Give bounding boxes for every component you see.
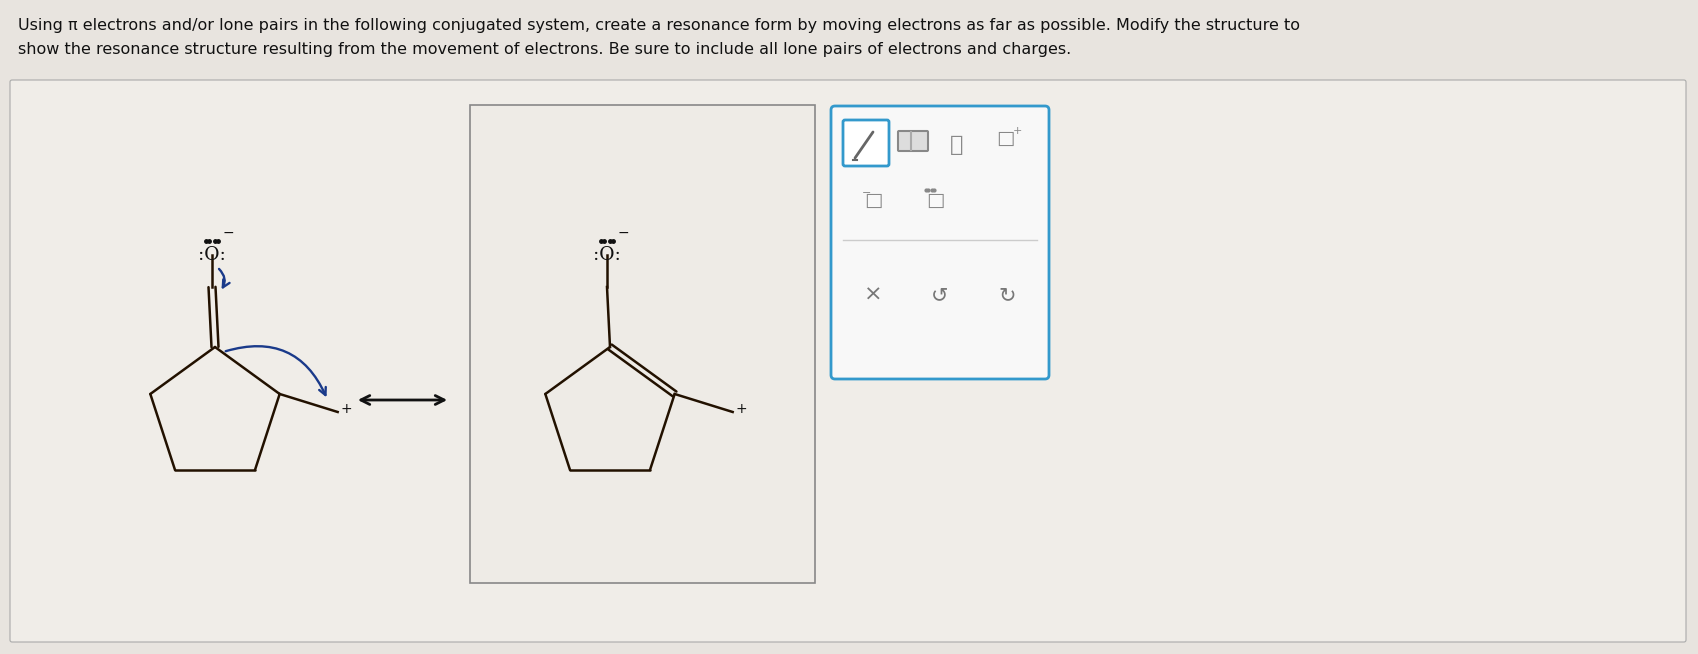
- FancyBboxPatch shape: [842, 120, 888, 166]
- Text: ×: ×: [863, 285, 881, 305]
- Text: ↻: ↻: [998, 285, 1015, 305]
- Text: □: □: [925, 190, 944, 209]
- FancyBboxPatch shape: [470, 105, 815, 583]
- FancyBboxPatch shape: [10, 80, 1684, 642]
- Text: □: □: [863, 190, 881, 209]
- Text: show the resonance structure resulting from the movement of electrons. Be sure t: show the resonance structure resulting f…: [19, 42, 1071, 57]
- Text: Using π electrons and/or lone pairs in the following conjugated system, create a: Using π electrons and/or lone pairs in t…: [19, 18, 1299, 33]
- Text: :O:: :O:: [593, 246, 620, 264]
- Text: ✋: ✋: [949, 135, 963, 155]
- Text: ↺: ↺: [931, 285, 947, 305]
- Text: :O:: :O:: [199, 246, 226, 264]
- Text: +: +: [341, 402, 351, 416]
- FancyBboxPatch shape: [898, 131, 927, 151]
- Text: −: −: [863, 188, 871, 198]
- Text: +: +: [735, 402, 747, 416]
- FancyArrowPatch shape: [226, 346, 326, 395]
- Text: +: +: [1012, 126, 1020, 136]
- Text: □: □: [995, 128, 1014, 148]
- Text: −: −: [616, 226, 628, 240]
- FancyBboxPatch shape: [830, 106, 1048, 379]
- FancyArrowPatch shape: [219, 269, 229, 287]
- Text: −: −: [222, 226, 234, 240]
